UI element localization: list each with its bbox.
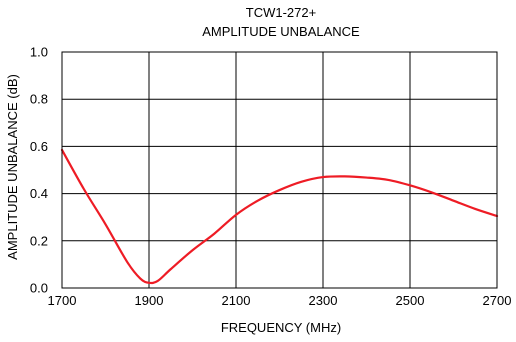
tick-labels: 1700 1900 2100 2300 2500 2700 0.0 0.2 0.4 0.6 0.8 1… <box>30 45 512 309</box>
y-tick-label: 0.6 <box>30 139 48 154</box>
series-line <box>62 150 497 283</box>
x-tick-label: 2500 <box>396 293 425 308</box>
y-tick-label: 1.0 <box>30 45 48 60</box>
y-tick-label: 0.8 <box>30 92 48 107</box>
chart-subtitle: AMPLITUDE UNBALANCE <box>202 24 360 39</box>
grid <box>62 52 497 288</box>
y-axis-label: AMPLITUDE UNBALANCE (dB) <box>5 74 20 260</box>
y-tick-label: 0.0 <box>30 281 48 296</box>
x-tick-label: 2100 <box>222 293 251 308</box>
x-tick-label: 1700 <box>48 293 77 308</box>
series-layer <box>62 150 497 283</box>
chart-title: TCW1-272+ <box>246 5 316 20</box>
x-axis-label: FREQUENCY (MHz) <box>221 320 341 335</box>
plot-frame <box>62 52 497 288</box>
x-tick-label: 1900 <box>135 293 164 308</box>
x-tick-label: 2700 <box>483 293 512 308</box>
y-tick-label: 0.4 <box>30 186 48 201</box>
x-tick-label: 2300 <box>309 293 338 308</box>
y-tick-label: 0.2 <box>30 233 48 248</box>
